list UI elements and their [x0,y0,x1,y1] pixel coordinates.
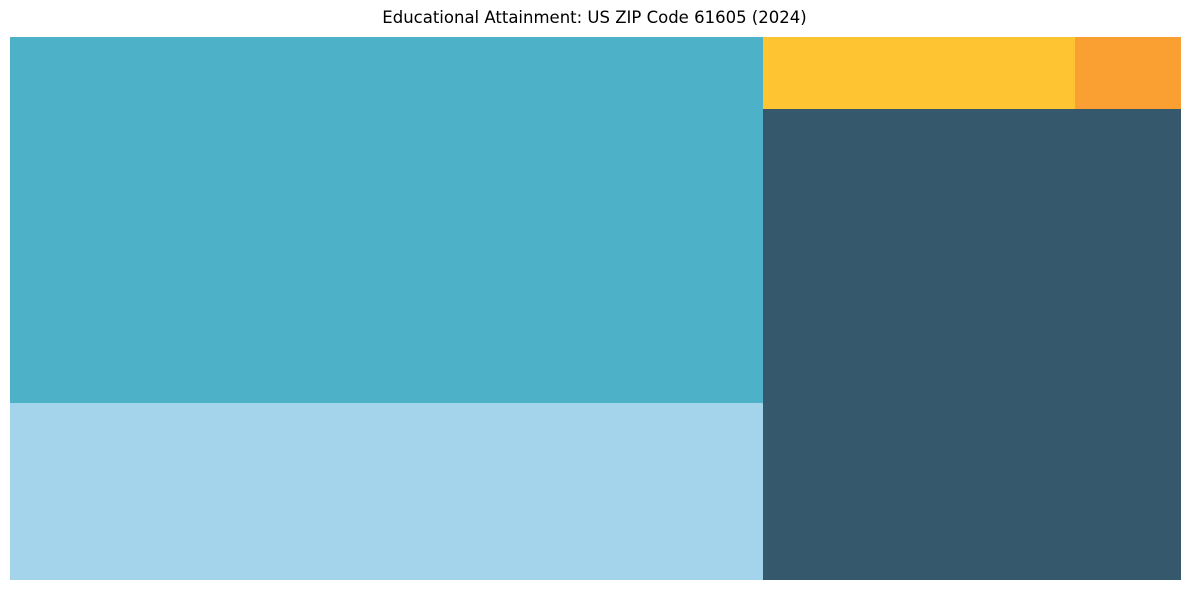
treemap-segment-3 [763,109,1181,580]
treemap-segment-1 [10,37,763,403]
treemap-segment-2 [10,403,763,580]
treemap-segment-5 [1075,37,1181,109]
chart-title: Educational Attainment: US ZIP Code 6160… [382,8,807,27]
treemap-segment-4 [763,37,1075,109]
treemap-canvas [10,37,1181,580]
